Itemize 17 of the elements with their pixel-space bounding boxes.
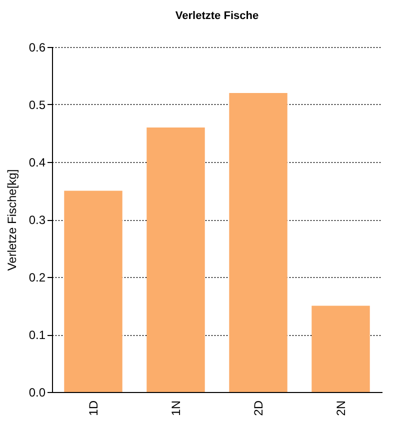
bar [229,93,288,392]
y-tick-label: 0.3 [28,213,46,227]
y-tick-label: 0.0 [28,386,46,400]
y-tick-label: 0.1 [28,328,46,342]
x-tick-label: 2D [251,400,266,416]
y-tick-label: 0.4 [28,156,46,170]
y-axis-title: Verletze Fische[kg] [4,169,19,271]
bar [146,128,205,392]
bar [64,190,122,392]
y-tick-label: 0.6 [28,40,46,54]
chart-title: Verletzte Fische [175,10,259,22]
y-tick-label: 0.2 [28,270,46,284]
x-tick-label: 1N [168,400,183,416]
x-tick-label: 1D [86,400,100,416]
y-tick-label: 0.5 [28,98,46,112]
bar [312,306,370,392]
x-tick-label: 2N [334,400,348,416]
